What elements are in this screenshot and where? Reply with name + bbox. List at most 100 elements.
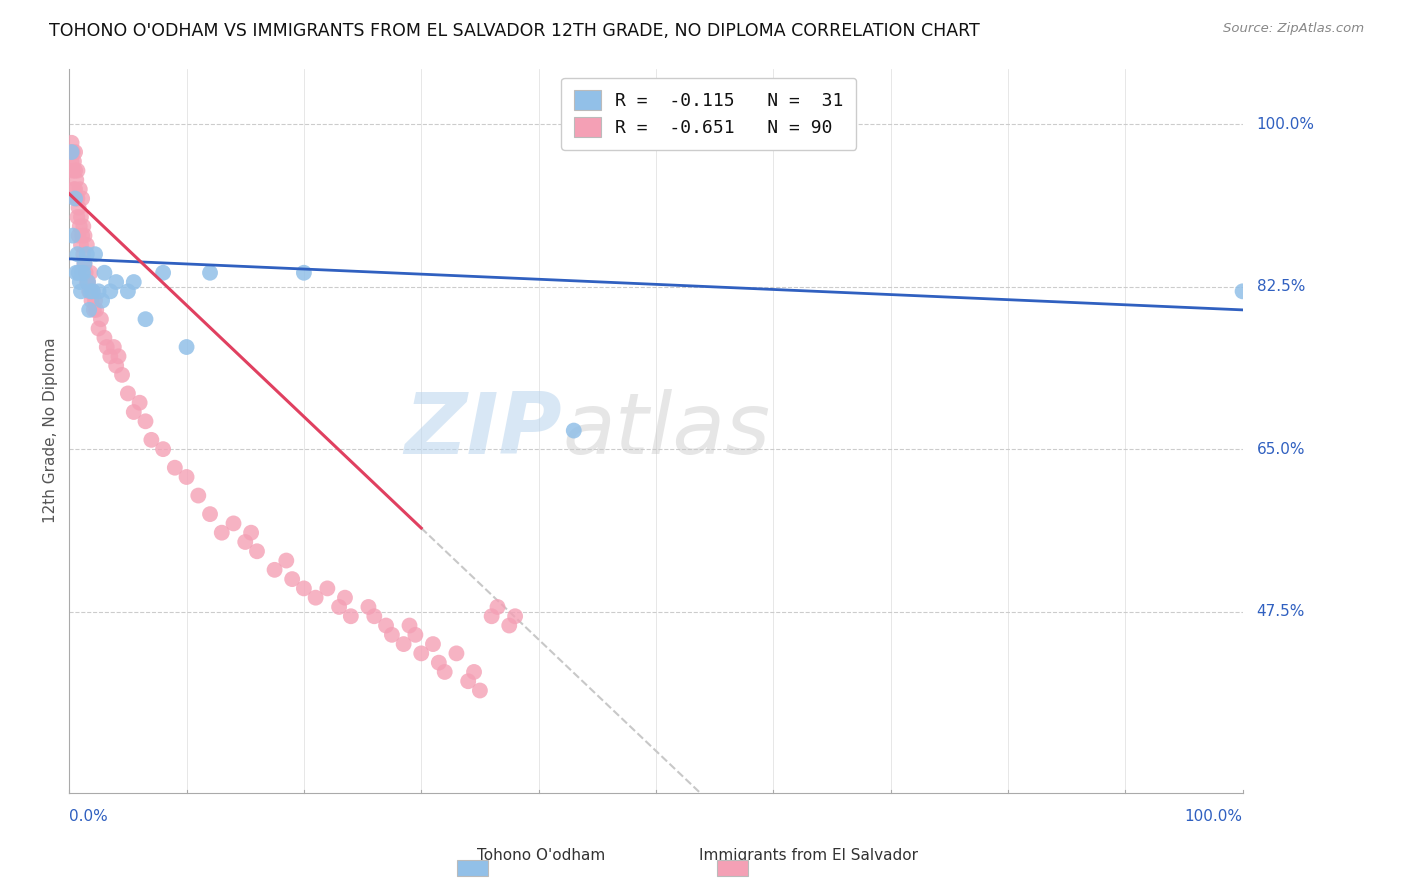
Point (82, 285, 104, 299)
Text: 0.0%: 0.0% (69, 809, 108, 824)
Point (63, 182, 86, 196)
Point (66, 163, 89, 178)
Point (87, 321, 110, 335)
Point (98, 285, 121, 299)
Point (187, 489, 209, 503)
Point (79, 266, 101, 280)
Point (65, 192, 87, 206)
Point (240, 525, 263, 540)
Point (79, 285, 101, 299)
Y-axis label: 12th Grade, No Diploma: 12th Grade, No Diploma (44, 338, 58, 524)
Point (75, 266, 97, 280)
Point (63, 192, 86, 206)
Point (60, 154, 83, 169)
Point (83, 302, 105, 317)
Point (107, 349, 129, 363)
Point (398, 618, 420, 632)
Point (69, 182, 91, 196)
Point (93, 266, 115, 280)
Text: ZIP: ZIP (405, 389, 562, 472)
Point (117, 285, 139, 299)
Point (404, 628, 426, 642)
Point (152, 442, 174, 457)
Point (128, 395, 150, 409)
Point (176, 340, 198, 354)
Text: 82.5%: 82.5% (1257, 279, 1305, 294)
Point (73, 228, 96, 243)
Point (163, 460, 186, 475)
Point (77, 275, 100, 289)
Point (70, 238, 93, 252)
Point (276, 553, 298, 567)
Text: 100.0%: 100.0% (1185, 809, 1243, 824)
Point (67, 266, 90, 280)
Point (70, 192, 93, 206)
Point (427, 656, 450, 670)
Point (66, 210, 89, 224)
Point (67, 201, 90, 215)
Point (96, 340, 118, 354)
Point (84, 247, 107, 261)
Point (69, 275, 91, 289)
Point (111, 368, 134, 382)
Point (84, 302, 107, 317)
Text: 47.5%: 47.5% (1257, 604, 1305, 619)
Point (333, 591, 356, 605)
Point (77, 275, 100, 289)
Point (93, 331, 115, 345)
Point (122, 275, 145, 289)
Point (82, 285, 104, 299)
Point (198, 266, 221, 280)
Point (87, 285, 110, 299)
Point (105, 359, 128, 373)
Point (72, 247, 94, 261)
Point (152, 266, 174, 280)
Point (62, 145, 84, 159)
Point (176, 470, 198, 484)
Point (433, 665, 456, 679)
Point (122, 405, 145, 419)
Point (70, 285, 93, 299)
Point (90, 312, 112, 326)
Point (446, 646, 468, 660)
Point (84, 293, 107, 308)
Point (363, 609, 385, 624)
Point (60, 136, 83, 150)
Point (76, 238, 98, 252)
Point (463, 665, 485, 679)
Point (70, 210, 93, 224)
Point (62, 163, 84, 178)
Text: atlas: atlas (562, 389, 770, 472)
Point (72, 266, 94, 280)
Point (105, 275, 128, 289)
Point (77, 302, 100, 317)
Point (67, 228, 90, 243)
Point (63, 163, 86, 178)
Point (70, 266, 93, 280)
Text: TOHONO O'ODHAM VS IMMIGRANTS FROM EL SALVADOR 12TH GRADE, NO DIPLOMA CORRELATION: TOHONO O'ODHAM VS IMMIGRANTS FROM EL SAL… (49, 22, 980, 40)
Point (211, 525, 233, 540)
Point (486, 599, 509, 614)
Point (59, 145, 82, 159)
Point (411, 646, 433, 660)
Point (304, 591, 326, 605)
Point (62, 228, 84, 243)
Point (134, 414, 156, 428)
Point (98, 349, 121, 363)
Point (498, 618, 520, 632)
Point (66, 247, 89, 261)
Point (316, 582, 339, 596)
Point (76, 275, 98, 289)
Point (63, 154, 86, 169)
Point (1232, 285, 1254, 299)
Point (292, 266, 315, 280)
Point (233, 535, 256, 549)
Point (103, 340, 125, 354)
Point (503, 609, 526, 624)
Point (422, 637, 444, 651)
Point (69, 219, 91, 234)
Point (76, 247, 98, 261)
Text: 65.0%: 65.0% (1257, 442, 1305, 457)
Point (375, 618, 398, 632)
Text: Tohono O'odham: Tohono O'odham (477, 848, 606, 863)
